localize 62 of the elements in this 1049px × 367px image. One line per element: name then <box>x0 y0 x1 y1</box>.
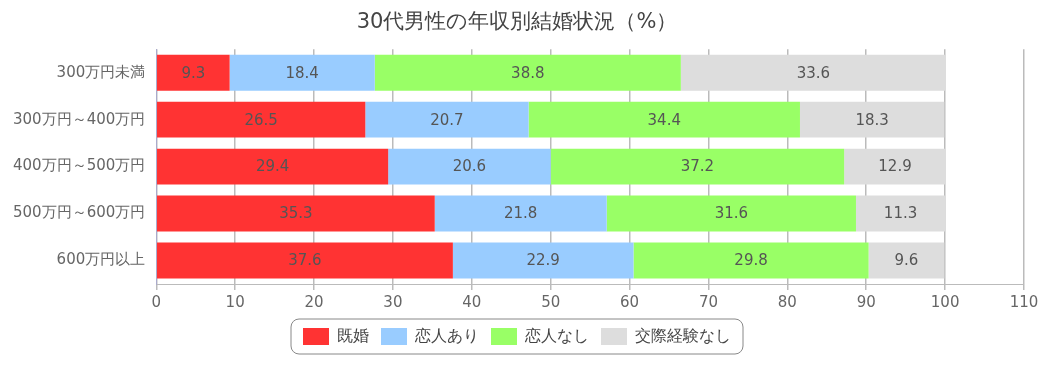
x-tick-label: 10 <box>225 292 245 311</box>
x-tick-label: 0 <box>151 292 162 311</box>
data-label: 20.6 <box>452 157 487 176</box>
x-tick-label: 110 <box>1009 292 1039 311</box>
bar <box>855 195 946 232</box>
bar <box>157 195 435 232</box>
data-label: 9.6 <box>894 251 919 270</box>
y-tick-label: 500万円～600万円 <box>13 203 146 222</box>
bar <box>157 54 230 91</box>
x-tick-label: 30 <box>383 292 403 311</box>
data-label: 18.4 <box>285 63 319 82</box>
data-label: 20.7 <box>430 110 464 129</box>
x-tick-label: 80 <box>777 292 797 311</box>
x-tick-label: 90 <box>856 292 876 311</box>
bar <box>157 242 453 279</box>
bar <box>157 101 366 138</box>
data-label: 29.8 <box>734 251 768 270</box>
legend-label: 恋人なし <box>524 325 589 345</box>
data-label: 35.3 <box>279 204 313 223</box>
x-tick-label: 70 <box>698 292 719 311</box>
bar <box>799 101 945 138</box>
data-label: 31.6 <box>714 204 749 223</box>
x-tick-label: 60 <box>620 292 640 311</box>
y-tick-label: 300万円未満 <box>56 62 146 81</box>
bar <box>388 148 551 185</box>
bar <box>452 242 634 279</box>
data-label: 18.3 <box>855 110 889 129</box>
y-tick-label: 400万円～500万円 <box>13 156 146 175</box>
bar <box>229 54 375 91</box>
data-label: 33.6 <box>796 63 831 82</box>
bar <box>680 54 946 91</box>
x-tick-label: 40 <box>462 292 482 311</box>
bar <box>157 148 389 185</box>
bar <box>868 242 945 279</box>
y-tick-label: 600万円以上 <box>56 250 146 269</box>
bar <box>528 101 800 138</box>
data-label: 34.4 <box>647 110 681 129</box>
legend-label: 交際経験なし <box>635 325 731 345</box>
legend-label: 既婚 <box>337 325 369 345</box>
data-label: 21.8 <box>504 204 538 223</box>
chart-title: 30代男性の年収別結婚状況（%） <box>356 9 678 34</box>
bar <box>550 148 845 185</box>
data-label: 11.3 <box>883 204 918 223</box>
bar <box>434 195 607 232</box>
data-label: 22.9 <box>526 251 560 270</box>
x-tick-label: 50 <box>541 292 561 311</box>
data-label: 37.2 <box>680 157 715 176</box>
legend-label: 恋人あり <box>414 325 479 345</box>
data-label: 26.5 <box>244 110 278 129</box>
data-label: 29.4 <box>255 157 290 176</box>
bar <box>633 242 869 279</box>
bar <box>365 101 529 138</box>
y-tick-label: 300万円～400万円 <box>13 109 146 128</box>
data-label: 12.9 <box>878 157 912 176</box>
data-label: 37.6 <box>288 251 322 270</box>
x-tick-label: 100 <box>930 292 960 311</box>
data-label: 38.8 <box>511 63 545 82</box>
bar <box>606 195 856 232</box>
data-label: 9.3 <box>181 63 206 82</box>
bar <box>374 54 681 91</box>
x-tick-label: 20 <box>304 292 324 311</box>
bar <box>844 148 946 185</box>
